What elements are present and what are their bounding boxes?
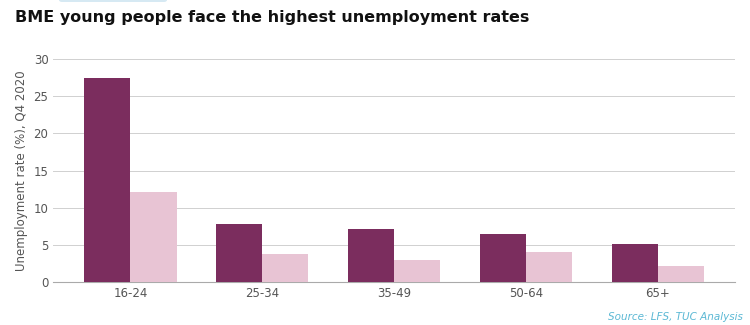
Bar xyxy=(262,254,308,282)
Bar xyxy=(612,244,658,282)
Bar xyxy=(348,229,394,282)
Bar xyxy=(394,260,440,282)
Bar xyxy=(216,224,262,282)
Text: Source: LFS, TUC Analysis: Source: LFS, TUC Analysis xyxy=(608,312,742,322)
Bar xyxy=(130,191,176,282)
Text: BME young people face the highest unemployment rates: BME young people face the highest unempl… xyxy=(15,10,530,25)
Bar xyxy=(526,252,572,282)
Y-axis label: Unemployment rate (%), Q4 2020: Unemployment rate (%), Q4 2020 xyxy=(15,71,28,271)
Legend: BME, White: BME, White xyxy=(59,0,166,3)
Bar xyxy=(658,266,704,282)
Bar xyxy=(480,234,526,282)
Bar xyxy=(84,78,130,282)
